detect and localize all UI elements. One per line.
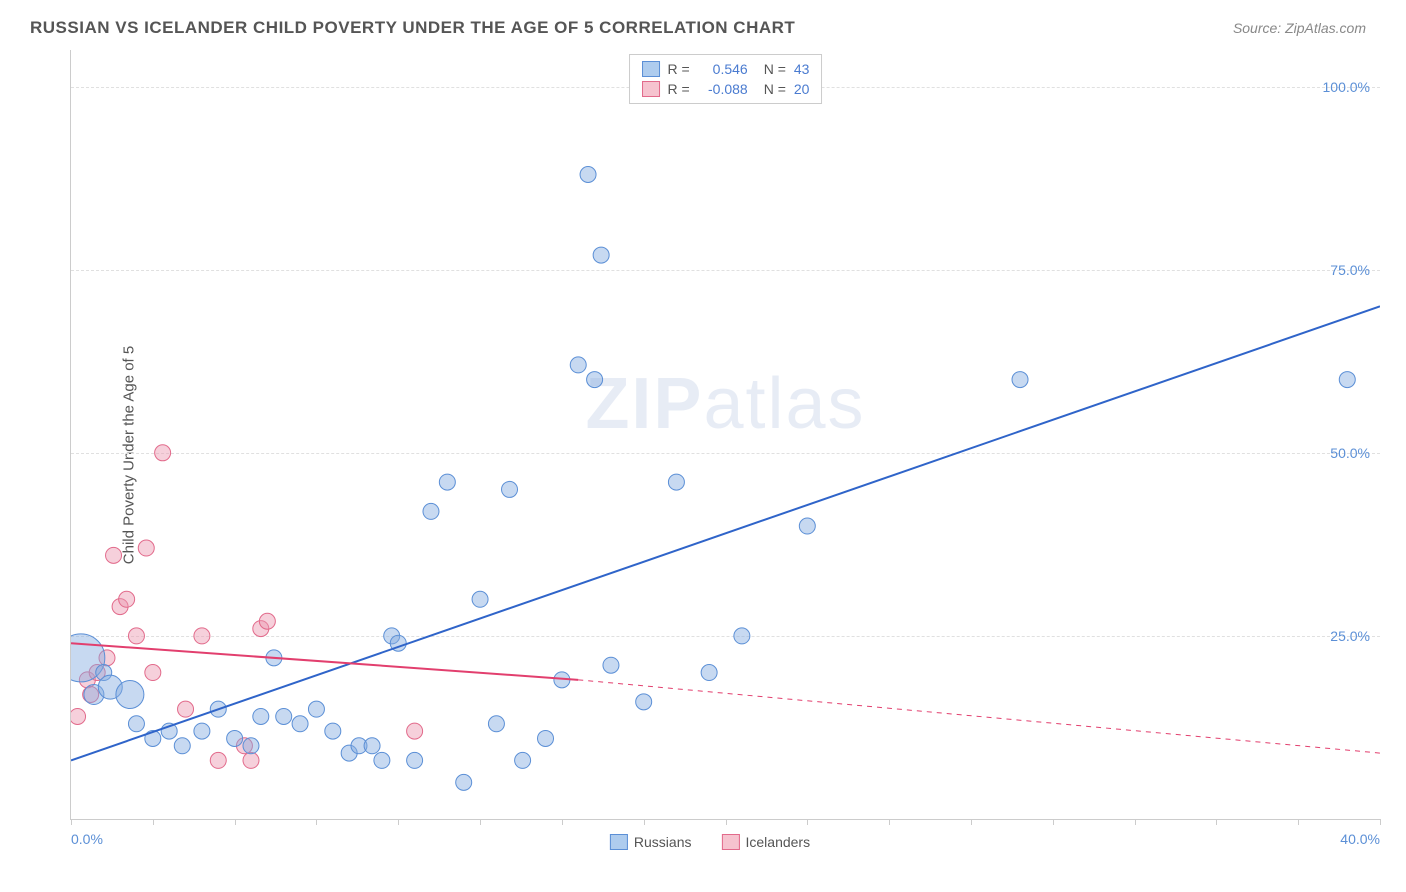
legend-n-label: N = [764,61,786,77]
legend-r-value: 0.546 [698,61,748,77]
series-legend: Russians Icelanders [610,834,810,850]
data-point-russian [308,701,324,717]
x-tick [153,819,154,825]
x-tick [971,819,972,825]
data-point-russian [439,474,455,490]
source-attribution: Source: ZipAtlas.com [1233,20,1366,36]
x-tick [398,819,399,825]
data-point-russian [374,752,390,768]
plot-area: R = 0.546 N = 43 R = -0.088 N = 20 ZIPat… [70,50,1380,820]
data-point-russian [364,738,380,754]
data-point-russian [292,716,308,732]
legend-r-label: R = [668,81,690,97]
data-point-icelander [155,445,171,461]
x-tick [1053,819,1054,825]
data-point-icelander [106,547,122,563]
correlation-legend-row: R = 0.546 N = 43 [642,59,810,79]
data-point-russian [515,752,531,768]
source-name: ZipAtlas.com [1285,20,1366,36]
data-point-russian [734,628,750,644]
correlation-legend-row: R = -0.088 N = 20 [642,79,810,99]
x-tick [807,819,808,825]
series-legend-item: Russians [610,834,692,850]
data-point-russian [116,680,144,708]
data-point-russian [488,716,504,732]
data-point-icelander [119,591,135,607]
x-tick [726,819,727,825]
data-point-russian [325,723,341,739]
x-tick [1216,819,1217,825]
data-point-icelander [128,628,144,644]
legend-r-value: -0.088 [698,81,748,97]
legend-swatch-icelanders [642,81,660,97]
legend-n-value: 20 [794,81,810,97]
data-point-russian [580,167,596,183]
data-point-russian [174,738,190,754]
data-point-icelander [71,708,86,724]
data-point-russian [701,665,717,681]
data-point-russian [799,518,815,534]
legend-n-value: 43 [794,61,810,77]
x-tick [71,819,72,825]
x-tick [480,819,481,825]
data-point-icelander [259,613,275,629]
data-point-icelander [138,540,154,556]
data-point-russian [456,774,472,790]
data-point-russian [243,738,259,754]
x-tick [889,819,890,825]
data-point-russian [1012,372,1028,388]
data-point-icelander [178,701,194,717]
data-point-russian [603,657,619,673]
legend-swatch-icelanders [722,834,740,850]
x-tick [562,819,563,825]
data-point-russian [502,481,518,497]
correlation-legend: R = 0.546 N = 43 R = -0.088 N = 20 [629,54,823,104]
series-legend-label: Russians [634,834,692,850]
data-point-russian [1339,372,1355,388]
data-point-russian [587,372,603,388]
data-point-russian [253,708,269,724]
chart-header: RUSSIAN VS ICELANDER CHILD POVERTY UNDER… [0,0,1406,48]
source-prefix: Source: [1233,20,1285,36]
data-point-russian [472,591,488,607]
data-point-russian [538,730,554,746]
x-tick [316,819,317,825]
plot-svg [71,50,1380,819]
data-point-icelander [145,665,161,681]
data-point-russian [227,730,243,746]
data-point-icelander [210,752,226,768]
trend-line [71,306,1380,760]
data-point-russian [636,694,652,710]
data-point-russian [570,357,586,373]
x-tick [1380,819,1381,825]
x-tick [235,819,236,825]
legend-swatch-russians [642,61,660,77]
data-point-russian [407,752,423,768]
data-point-russian [128,716,144,732]
series-legend-label: Icelanders [746,834,811,850]
legend-r-label: R = [668,61,690,77]
x-tick-label: 40.0% [1340,831,1380,847]
x-tick-label: 0.0% [71,831,103,847]
x-tick [644,819,645,825]
data-point-russian [276,708,292,724]
data-point-icelander [194,628,210,644]
trend-line [578,680,1380,753]
series-legend-item: Icelanders [722,834,811,850]
data-point-icelander [407,723,423,739]
data-point-russian [668,474,684,490]
data-point-russian [423,503,439,519]
data-point-russian [593,247,609,263]
data-point-icelander [243,752,259,768]
legend-swatch-russians [610,834,628,850]
chart-title: RUSSIAN VS ICELANDER CHILD POVERTY UNDER… [30,18,795,38]
plot-wrapper: Child Poverty Under the Age of 5 R = 0.5… [30,50,1390,860]
x-tick [1135,819,1136,825]
data-point-russian [194,723,210,739]
legend-n-label: N = [764,81,786,97]
x-tick [1298,819,1299,825]
